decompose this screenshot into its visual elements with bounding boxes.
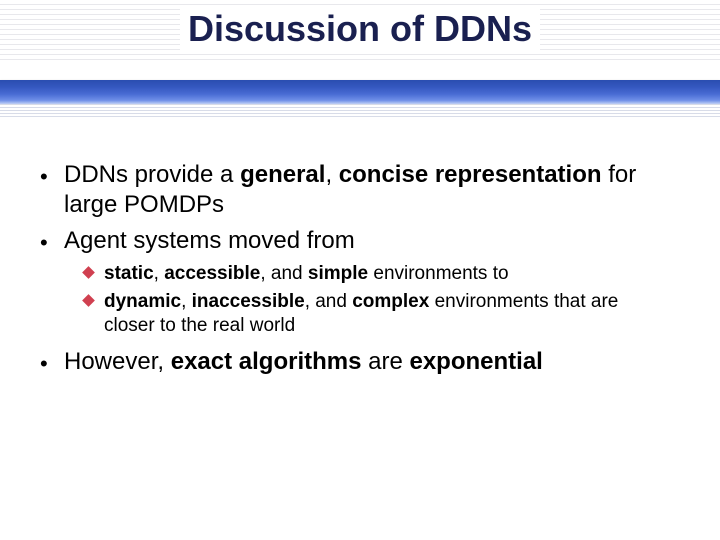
bullet-text: DDNs provide a general, concise represen…: [60, 160, 660, 220]
bullet-dot-icon: •: [40, 229, 48, 257]
sub-bullet-group: static, accessible, and simple environme…: [40, 262, 660, 337]
bullet-dot-icon: •: [40, 163, 48, 191]
bullet-level1: • DDNs provide a general, concise represe…: [40, 160, 660, 220]
blue-gradient-bar: [0, 80, 720, 104]
diamond-icon: [82, 266, 95, 279]
bullet-level1: • However, exact algorithms are exponenti…: [40, 347, 660, 377]
under-rules: [0, 104, 720, 118]
diamond-icon: [82, 294, 95, 307]
bullet-text: However, exact algorithms are exponentia…: [60, 347, 660, 377]
bullet-level2: dynamic, inaccessible, and complex envir…: [40, 290, 660, 338]
bullet-text: static, accessible, and simple environme…: [104, 262, 660, 286]
bullet-text: Agent systems moved from: [60, 226, 660, 256]
divider-bar: [0, 80, 720, 120]
header: Discussion of DDNs: [0, 0, 720, 120]
content-area: • DDNs provide a general, concise represe…: [40, 160, 660, 383]
bullet-level1: • Agent systems moved from: [40, 226, 660, 256]
title-text: Discussion of DDNs: [180, 8, 540, 50]
bullet-text: dynamic, inaccessible, and complex envir…: [104, 290, 660, 338]
bullet-dot-icon: •: [40, 350, 48, 378]
bullet-level2: static, accessible, and simple environme…: [40, 262, 660, 286]
slide-title: Discussion of DDNs: [0, 8, 720, 50]
slide: Discussion of DDNs • DDNs provide a gener…: [0, 0, 720, 540]
